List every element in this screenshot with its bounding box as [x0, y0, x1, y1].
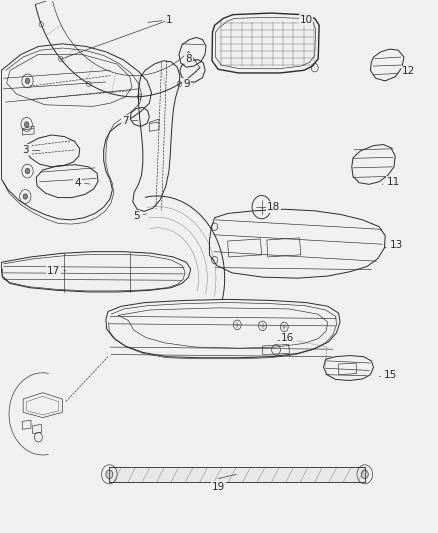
Text: 5: 5 — [133, 211, 147, 221]
Text: 13: 13 — [385, 240, 403, 251]
Bar — [110, 467, 365, 482]
Circle shape — [25, 122, 29, 127]
Text: 4: 4 — [74, 177, 90, 188]
Text: 15: 15 — [379, 370, 398, 380]
Circle shape — [106, 470, 113, 479]
Text: 9: 9 — [183, 78, 194, 88]
Circle shape — [361, 470, 368, 479]
Text: 19: 19 — [212, 481, 225, 491]
Text: 7: 7 — [122, 116, 138, 126]
Text: 10: 10 — [296, 15, 313, 25]
Circle shape — [25, 168, 30, 174]
Text: 1: 1 — [148, 15, 172, 25]
Text: 18: 18 — [262, 202, 280, 212]
Circle shape — [23, 194, 28, 199]
Text: 16: 16 — [278, 333, 294, 343]
Text: 8: 8 — [185, 54, 197, 63]
Text: 12: 12 — [398, 67, 415, 76]
Circle shape — [25, 78, 30, 84]
Text: 3: 3 — [22, 145, 40, 155]
Text: 11: 11 — [382, 176, 400, 187]
Text: 17: 17 — [47, 266, 66, 276]
